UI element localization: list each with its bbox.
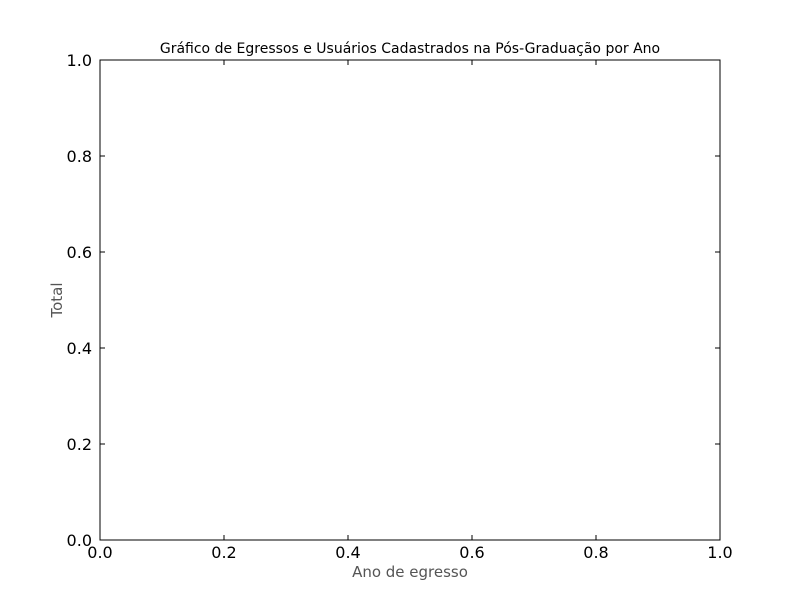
x-tick-label: 0.0 (87, 543, 112, 562)
x-tick-label: 0.4 (335, 543, 360, 562)
x-tick-label: 0.6 (459, 543, 484, 562)
x-axis-ticks: 0.0 0.2 0.4 0.6 0.8 1.0 (87, 60, 733, 562)
x-tick-label: 1.0 (707, 543, 732, 562)
y-tick-label: 0.8 (67, 147, 92, 166)
y-axis-ticks: 0.0 0.2 0.4 0.6 0.8 1.0 (67, 51, 720, 550)
plot-area (99, 59, 721, 541)
y-tick-label: 0.2 (67, 435, 92, 454)
y-axis-label: Total (48, 282, 66, 318)
y-tick-label: 1.0 (67, 51, 92, 70)
x-axis-label: Ano de egresso (352, 563, 468, 581)
x-tick-label: 0.8 (583, 543, 608, 562)
y-tick-label: 0.0 (67, 531, 92, 550)
chart-title: Gráfico de Egressos e Usuários Cadastrad… (160, 41, 660, 57)
x-tick-label: 0.2 (211, 543, 236, 562)
y-tick-label: 0.4 (67, 339, 92, 358)
y-tick-label: 0.6 (67, 243, 92, 262)
